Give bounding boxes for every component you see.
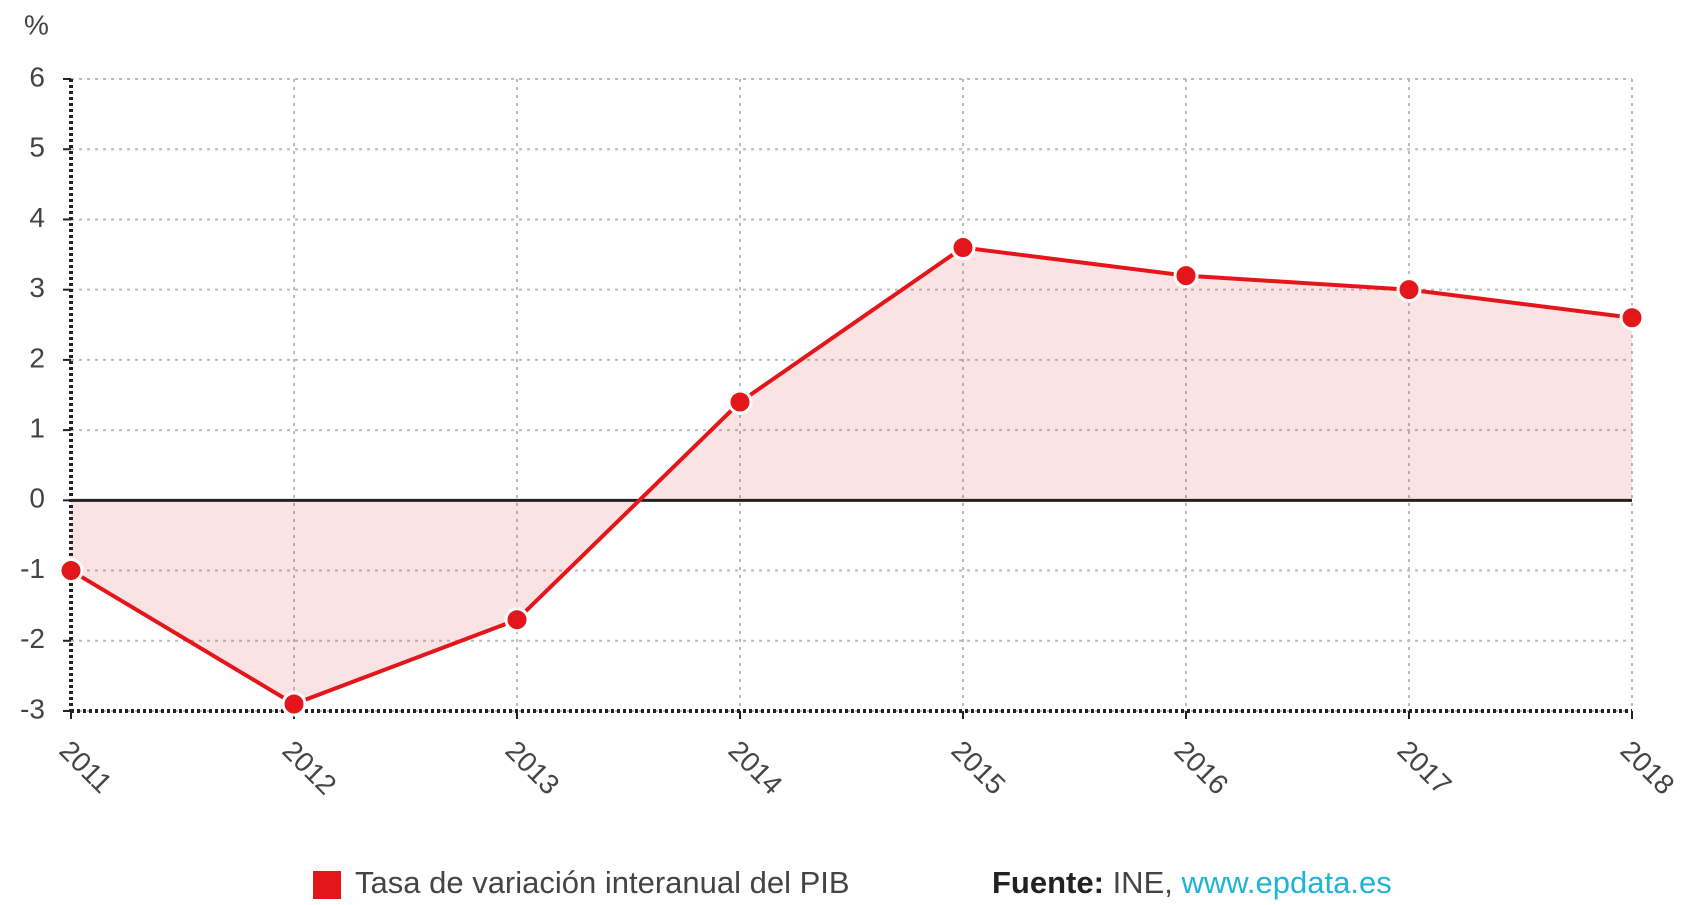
- y-tick-label: 1: [29, 413, 45, 444]
- x-tick-label: 2012: [277, 735, 343, 801]
- legend-label: Tasa de variación interanual del PIB: [355, 865, 850, 900]
- point: [58, 558, 84, 584]
- point: [281, 691, 307, 717]
- source-label: Fuente:: [992, 865, 1104, 900]
- y-tick-label: 6: [29, 61, 45, 92]
- point: [1173, 263, 1199, 289]
- y-tick-label: 2: [29, 342, 45, 373]
- y-tick-label: -3: [20, 693, 45, 724]
- x-tick-label: 2014: [723, 735, 789, 801]
- point: [1619, 305, 1645, 331]
- y-tick-label: 4: [29, 202, 45, 233]
- x-tick-label: 2016: [1169, 735, 1235, 801]
- y-tick-label: -1: [20, 553, 45, 584]
- x-tick-label: 2015: [946, 735, 1012, 801]
- y-tick-label: -2: [20, 623, 45, 654]
- source-link: www.epdata.es: [1180, 865, 1391, 900]
- x-tick-label: 2018: [1615, 735, 1681, 801]
- point: [727, 389, 753, 415]
- source-text: INE,: [1113, 865, 1173, 900]
- y-tick-label: 0: [29, 483, 45, 514]
- x-tick-label: 2011: [54, 735, 119, 800]
- legend-swatch: [313, 871, 341, 899]
- x-tick-label: 2013: [500, 735, 566, 801]
- point: [504, 607, 530, 633]
- area: [71, 247, 1632, 704]
- y-axis-label: %: [24, 9, 49, 40]
- x-tick-label: 2017: [1392, 735, 1458, 801]
- point: [950, 235, 976, 261]
- y-tick-label: 3: [29, 272, 45, 303]
- source: Fuente: INE, www.epdata.es: [992, 865, 1392, 900]
- y-tick-label: 5: [29, 132, 45, 163]
- line: [69, 245, 1633, 707]
- point: [1396, 277, 1422, 303]
